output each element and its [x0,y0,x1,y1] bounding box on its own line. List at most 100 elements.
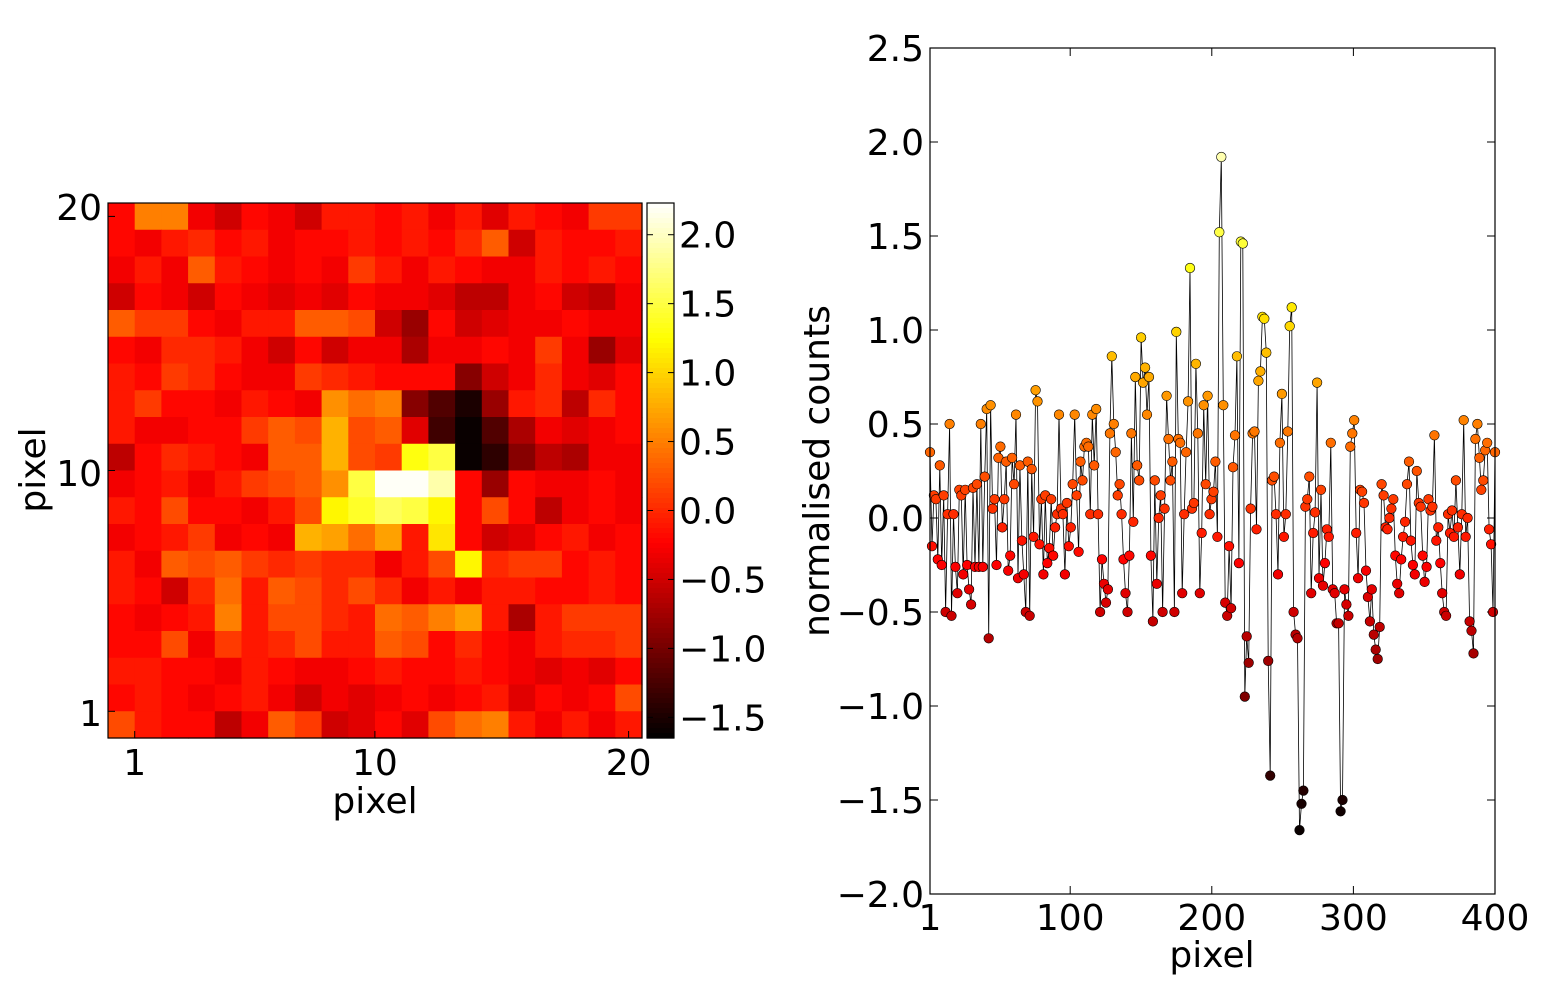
heatmap-cell [134,256,162,284]
series-point [1028,531,1039,542]
series-point [1487,606,1499,618]
heatmap-cell [348,524,376,552]
colorbar-strip [647,403,674,409]
line-chart-xtick-label: 300 [1319,898,1388,939]
series-point [1268,471,1280,482]
colorbar-strip [647,648,674,654]
heatmap-cell [294,711,323,739]
colorbar-strip [647,558,674,564]
series-point [987,503,998,514]
heatmap-cell [481,470,510,498]
heatmap-cell [348,631,376,659]
heatmap-cell [401,631,429,659]
heatmap-cell [481,657,510,686]
heatmap-cell [188,390,216,418]
heatmap-cell [321,203,349,231]
line-chart-ytick-label: 2.0 [867,123,924,164]
colorbar-strip [647,443,674,449]
colorbar-strip [647,728,674,734]
heatmap-cell [561,524,590,552]
series-point [1094,606,1106,618]
heatmap-xtick-label: 20 [606,743,652,784]
heatmap-cell [268,310,296,338]
series-point [1284,321,1295,332]
heatmap-cell [615,417,643,445]
heatmap-cell [481,711,510,739]
heatmap-cell [134,497,162,525]
heatmap-cell [188,310,216,338]
colorbar-strip [647,643,674,649]
series-point [1171,326,1182,338]
colorbar-strip [647,303,674,309]
heatmap-cell [508,283,536,311]
heatmap-cell [348,256,376,284]
series-point [1349,415,1360,426]
heatmap-cell [108,363,136,391]
heatmap-cell [108,470,136,498]
heatmap-cell [428,604,456,632]
heatmap-cell [268,631,296,659]
heatmap-cell [455,550,483,579]
heatmap-cell [134,363,162,391]
series-point [1218,400,1229,411]
series-point [1345,441,1356,452]
heatmap-cell [294,310,323,338]
heatmap-cell [561,577,590,605]
series-point [1339,584,1350,595]
heatmap-cell [588,283,616,311]
colorbar-tick-label: 0.0 [679,491,736,532]
heatmap-cell [375,417,403,445]
heatmap-cell [348,229,376,258]
colorbar-strip [647,493,674,499]
heatmap-cell [134,417,162,445]
heatmap-cell [214,577,243,605]
series-point [1202,390,1213,401]
heatmap-cell [561,550,590,579]
heatmap-cell [588,203,616,231]
heatmap-cell [188,684,216,712]
heatmap-cell [561,390,590,418]
heatmap-cell [294,417,323,445]
heatmap-cell [321,363,349,391]
heatmap-cell [508,336,536,365]
heatmap-cell [375,470,403,498]
colorbar-strip [647,663,674,669]
colorbar-strip [647,313,674,319]
series-point [1333,618,1344,629]
heatmap-cell [241,604,269,632]
series-point [1311,377,1323,388]
colorbar-strip [647,588,674,594]
colorbar-strip [647,353,674,359]
heatmap-cell [294,684,323,712]
series-point [1294,824,1305,836]
series-point [1212,531,1223,542]
heatmap-cell [535,657,563,686]
heatmap-cell [588,229,616,258]
series-point [1188,497,1199,509]
heatmap-cell [455,657,483,686]
colorbar-strip [647,333,674,339]
heatmap-cell [375,390,403,418]
series-point [1124,550,1135,561]
heatmap-cell [214,256,243,284]
series-point [1110,447,1121,458]
heatmap-cell [535,577,563,605]
heatmap-cell [375,229,403,258]
series-point [1452,522,1463,533]
colorbar-strip [647,713,674,719]
series-point [977,561,988,573]
heatmap-cell [615,203,643,231]
heatmap-cell [428,550,456,579]
series-point [1075,456,1086,467]
heatmap-cell [588,711,616,739]
heatmap-cell [268,417,296,445]
heatmap-cell [161,283,189,311]
series-point [1421,561,1432,573]
heatmap-cell [508,229,536,258]
series-point [1026,464,1037,475]
colorbar-strip [647,508,674,514]
heatmap-cell [241,229,269,258]
line-chart-ytick-label: −2.0 [837,875,924,916]
series-point [1005,550,1016,561]
series-point [1315,484,1327,495]
